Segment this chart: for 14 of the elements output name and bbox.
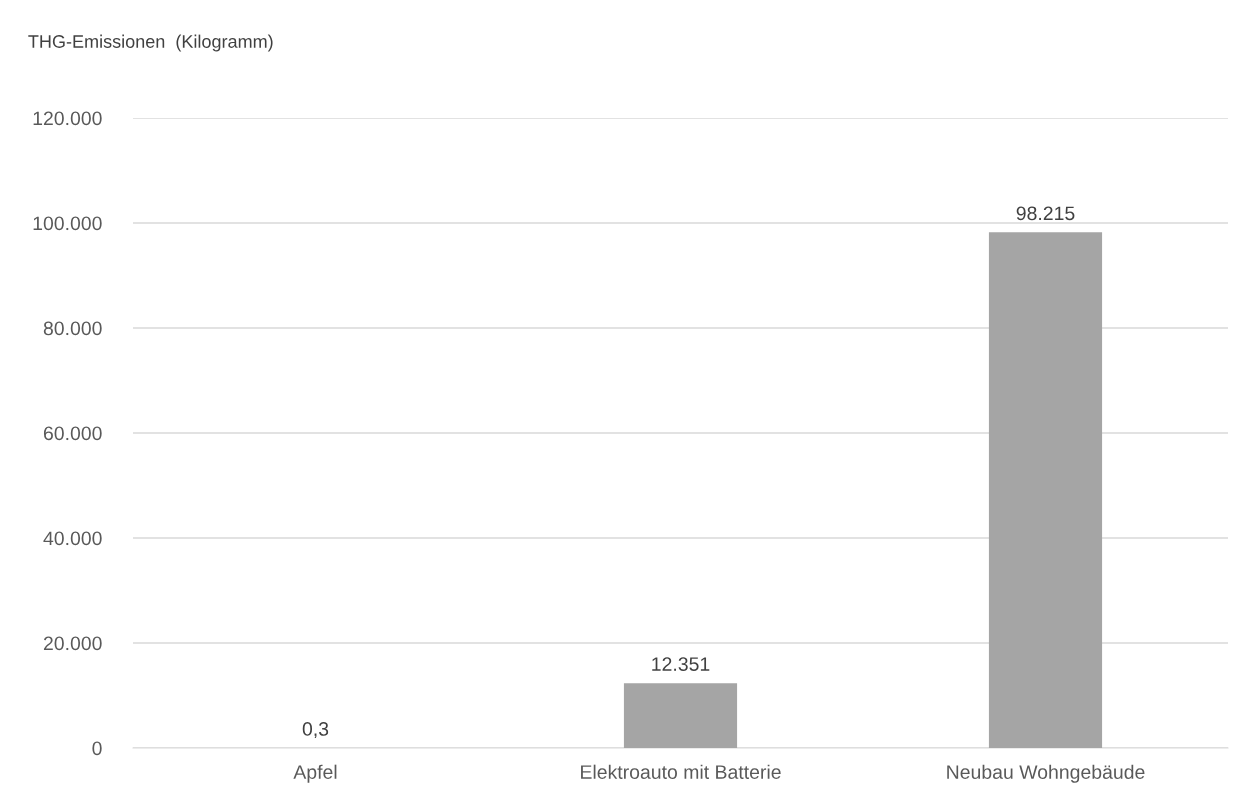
x-tick-label: Neubau Wohngebäude [947, 764, 1145, 783]
x-tick-label: Elektroauto mit Batterie [581, 764, 781, 779]
y-tick-label: 120.000 [33, 111, 102, 126]
y-axis-title: THG-Emissionen (Kilogramm) [28, 34, 273, 52]
x-tick-label: Apfel [293, 764, 337, 783]
data-label: 0,3 [302, 722, 329, 739]
y-tick-label: 100.000 [33, 216, 102, 231]
y-tick-label: 0 [92, 741, 102, 756]
data-label: 98.215 [1016, 206, 1075, 221]
y-tick-label: 80.000 [43, 321, 102, 336]
data-label: 12.351 [652, 657, 710, 671]
y-tick-label: 20.000 [43, 636, 102, 651]
y-tick-label: 40.000 [43, 531, 102, 546]
y-tick-label: 60.000 [43, 426, 102, 441]
